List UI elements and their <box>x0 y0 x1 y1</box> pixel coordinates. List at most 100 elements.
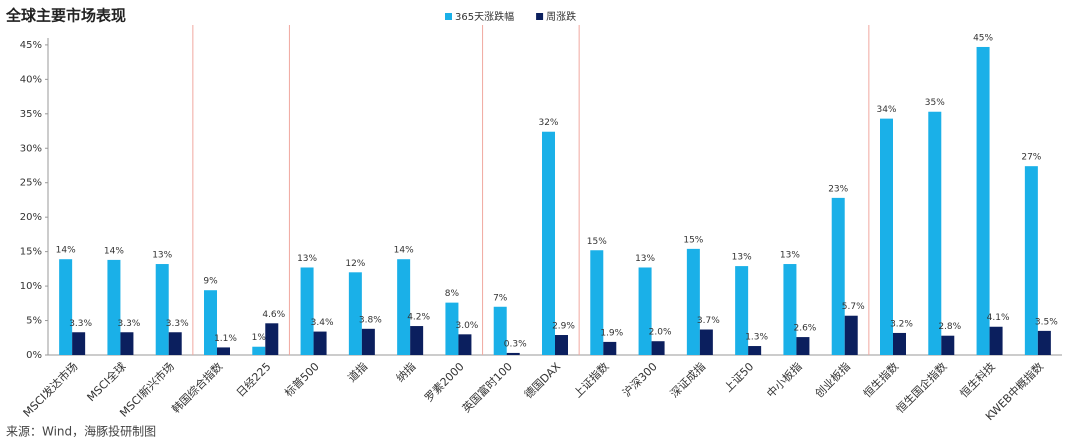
value-label: 9% <box>203 277 218 287</box>
bar <box>506 352 520 355</box>
value-label: 14% <box>104 246 124 256</box>
source-note: 来源：Wind，海豚投研制图 <box>6 424 156 439</box>
value-label: 13% <box>732 253 752 263</box>
bar <box>361 328 375 355</box>
y-tick-label: 30% <box>20 143 42 154</box>
y-tick-label: 10% <box>20 281 42 292</box>
value-label: 2.0% <box>649 328 672 338</box>
value-label: 3.3% <box>69 319 92 329</box>
value-label: 1.9% <box>600 328 623 338</box>
value-label: 32% <box>538 118 558 128</box>
value-label: 1.1% <box>214 334 237 344</box>
value-label: 4.6% <box>262 310 285 320</box>
bar <box>748 346 762 355</box>
bar <box>783 264 797 355</box>
bar <box>348 272 362 355</box>
y-tick-label: 40% <box>20 74 42 85</box>
value-label: 4.1% <box>987 313 1010 323</box>
legend-label: 365天涨跌幅 <box>455 10 514 23</box>
bar <box>168 332 182 355</box>
value-label: 13% <box>780 251 800 261</box>
value-label: 14% <box>394 246 414 256</box>
value-label: 34% <box>876 105 896 115</box>
bar <box>941 335 955 355</box>
bar <box>1037 330 1051 355</box>
bar <box>300 267 314 355</box>
value-label: 2.9% <box>552 322 575 332</box>
bar <box>458 334 472 355</box>
legend-swatch <box>536 13 544 20</box>
value-label: 2.6% <box>793 324 816 334</box>
bar <box>542 131 555 355</box>
value-label: 45% <box>973 33 993 43</box>
bar <box>107 259 121 355</box>
bar <box>686 248 700 355</box>
bar <box>699 329 713 355</box>
y-tick-label: 45% <box>20 40 42 51</box>
bar <box>155 264 169 355</box>
value-label: 1% <box>252 333 267 343</box>
y-tick-label: 35% <box>20 109 42 120</box>
bar <box>603 341 617 355</box>
value-label: 15% <box>683 235 703 245</box>
bar <box>59 259 73 355</box>
value-label: 13% <box>152 251 172 261</box>
y-tick-label: 20% <box>20 212 42 223</box>
bar <box>893 332 906 355</box>
y-tick-label: 0% <box>26 350 42 361</box>
bar <box>217 347 230 355</box>
bar <box>397 259 411 355</box>
value-label: 23% <box>828 184 848 194</box>
value-label: 3.4% <box>311 318 334 328</box>
value-label: 3.8% <box>359 315 382 325</box>
y-tick-label: 25% <box>20 178 42 189</box>
bar <box>989 326 1003 355</box>
bar <box>928 111 942 355</box>
value-label: 15% <box>587 237 607 247</box>
bar <box>1024 166 1038 355</box>
legend-label: 周涨跌 <box>546 10 576 23</box>
value-label: 12% <box>345 259 365 269</box>
value-label: 1.3% <box>745 333 768 343</box>
bar <box>120 332 134 355</box>
value-label: 3.3% <box>166 319 189 329</box>
bar <box>976 46 990 356</box>
bar <box>265 323 279 355</box>
bar <box>445 302 459 355</box>
bar <box>204 290 217 355</box>
bar <box>638 267 652 355</box>
value-label: 13% <box>635 254 655 264</box>
chart-title: 全球主要市场表现 <box>5 7 126 25</box>
value-label: 14% <box>56 246 76 256</box>
value-label: 3.5% <box>1035 317 1058 327</box>
bar <box>796 337 810 355</box>
value-label: 27% <box>1021 153 1041 163</box>
value-label: 3.3% <box>117 319 140 329</box>
value-label: 5.7% <box>842 302 865 312</box>
y-tick-label: 15% <box>20 247 42 258</box>
bar <box>831 197 845 355</box>
value-label: 4.2% <box>407 313 430 323</box>
bar <box>651 341 665 355</box>
value-label: 3.0% <box>455 321 478 331</box>
bar <box>410 326 424 355</box>
bar <box>735 266 749 355</box>
bar <box>493 306 507 355</box>
bar <box>880 118 893 355</box>
value-label: 7% <box>493 293 508 303</box>
legend-swatch <box>445 13 452 20</box>
bar <box>590 250 604 355</box>
value-label: 13% <box>297 254 317 264</box>
y-tick-label: 5% <box>26 316 42 327</box>
bar <box>555 335 568 355</box>
bar <box>72 332 86 355</box>
value-label: 0.3% <box>504 339 527 349</box>
value-label: 3.2% <box>890 319 913 329</box>
value-label: 8% <box>445 289 460 299</box>
bar <box>313 331 327 355</box>
value-label: 3.7% <box>697 316 720 326</box>
value-label: 35% <box>925 98 945 108</box>
bar <box>844 315 858 355</box>
